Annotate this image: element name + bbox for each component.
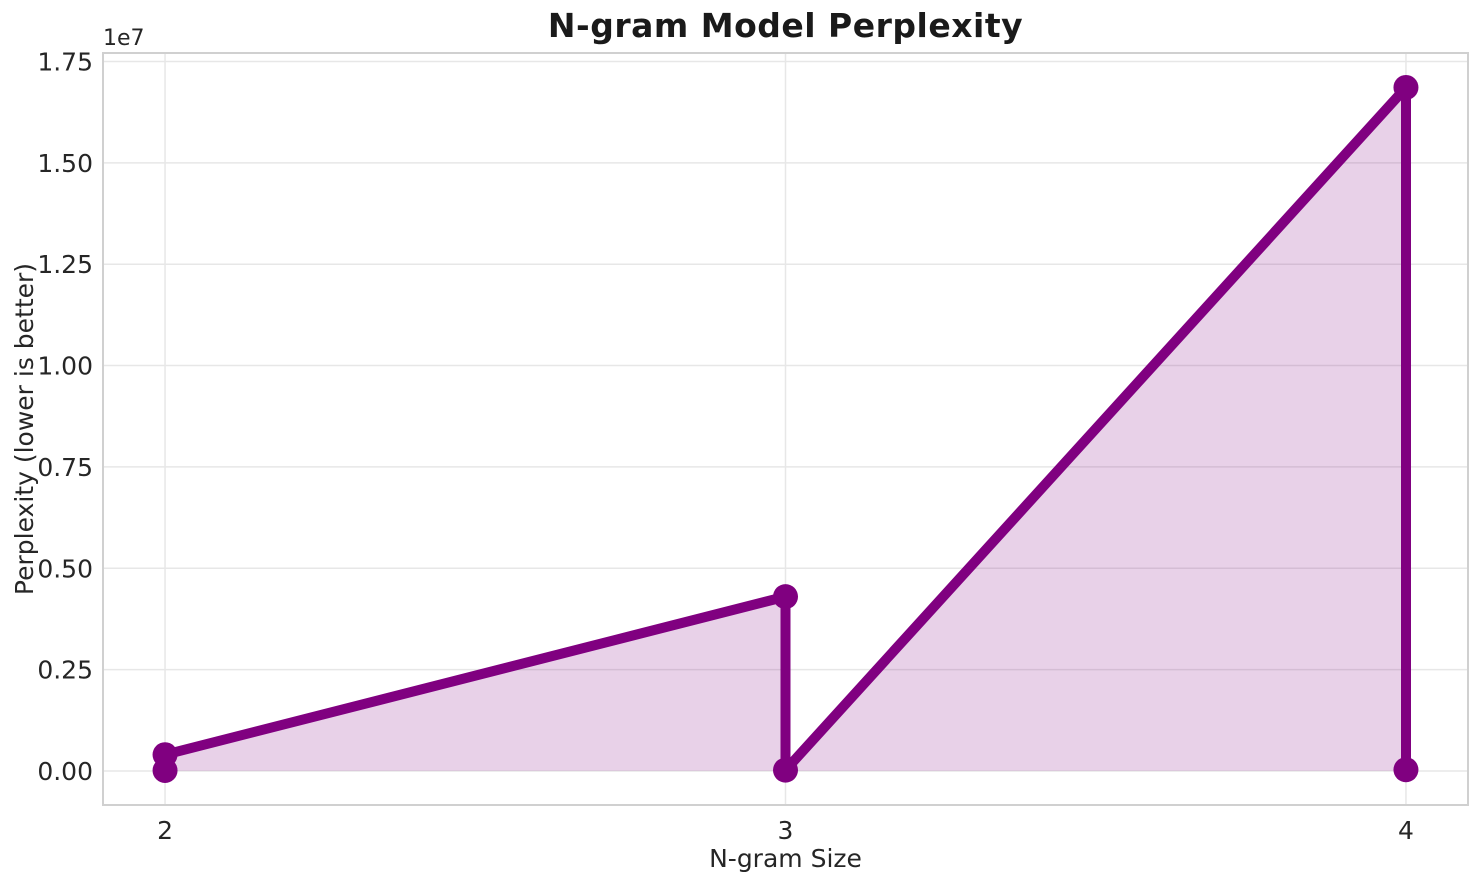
plot-border (102, 52, 1469, 806)
area-fill (165, 87, 1406, 771)
x-tick-label: 3 (778, 816, 794, 845)
y-tick-label: 1.25 (37, 250, 93, 279)
data-point-marker (773, 584, 798, 610)
y-tick-label: 1.50 (37, 149, 93, 178)
x-tick-label: 4 (1398, 816, 1414, 845)
x-tick-label: 2 (157, 816, 173, 845)
y-tick-label: 0.75 (37, 453, 93, 482)
chart-title: N-gram Model Perplexity (547, 6, 1024, 45)
y-tick-label: 0.25 (37, 656, 93, 685)
data-point-marker (773, 757, 798, 783)
data-point-marker (152, 742, 178, 768)
y-tick-label: 1.00 (37, 352, 93, 381)
y-axis-offset-label: 1e7 (103, 26, 145, 51)
y-tick-label: 0.00 (37, 757, 93, 786)
data-point-marker (1393, 757, 1419, 783)
y-axis-label: Perplexity (lower is better) (10, 262, 39, 596)
x-axis-label: N-gram Size (709, 844, 862, 873)
y-tick-label: 1.75 (37, 48, 93, 77)
y-tick-label: 0.50 (37, 554, 93, 583)
data-point-marker (1393, 74, 1419, 100)
